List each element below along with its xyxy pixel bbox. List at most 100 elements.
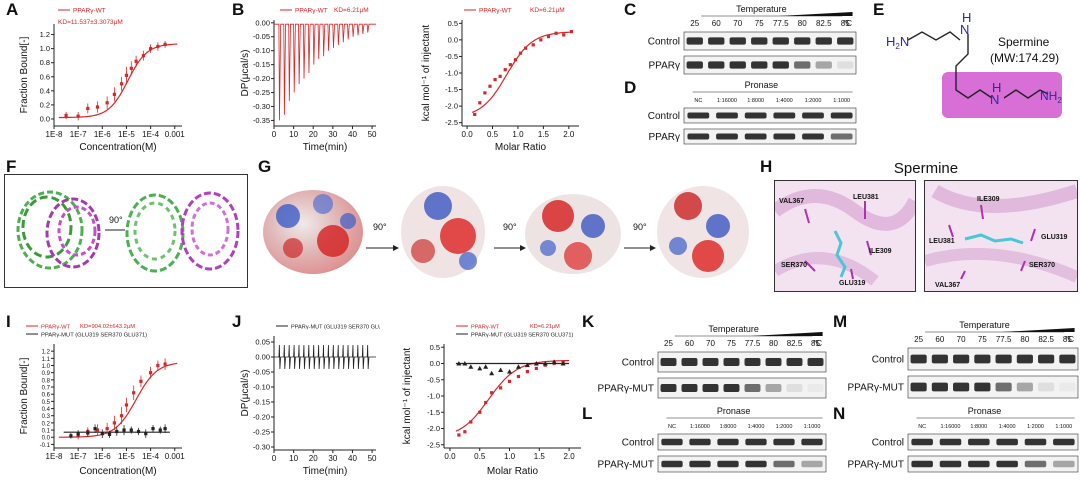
data-point — [490, 391, 494, 395]
data-point — [484, 400, 488, 405]
blot-row-label: PPARγ — [649, 132, 681, 143]
chart-b-itc-raw: 0 10 20 30 40 50 0.00 -0.05 -0.10 -0.15 -0.20 -0.25… — [240, 7, 377, 152]
blot-header: Temperature — [959, 320, 1010, 330]
x-tick-label: 1E-8 — [46, 130, 63, 139]
data-point — [95, 428, 100, 432]
data-point — [478, 410, 482, 414]
data-point — [483, 91, 487, 95]
blot-band — [1016, 354, 1033, 364]
lane-label: 1:4000 — [999, 424, 1016, 430]
chart-i-binding-curve: 1E-8 1E-7 1E-6 1E-5 1E-4 0.001-0.10.00.10.20.… — [19, 324, 185, 476]
rot-g3: 90° — [633, 222, 647, 232]
x-tick-label: 1.0 — [512, 130, 524, 139]
lane-label: 82.5 — [1038, 335, 1054, 344]
y-tick-label: 0.0 — [40, 114, 50, 123]
blot-band — [745, 438, 767, 446]
x-tick-label: 40 — [348, 130, 357, 139]
blot-band — [772, 37, 789, 45]
residue-l-1: LEU381 — [853, 194, 879, 201]
blot-band — [801, 460, 823, 468]
fit-curve — [455, 359, 570, 432]
blot-band — [802, 133, 824, 140]
x-tick-label: 0 — [272, 130, 277, 139]
blot-band — [996, 460, 1018, 468]
blot-band — [996, 438, 1018, 446]
data-point — [483, 364, 489, 369]
panel-f-ribbon-box: 90° — [4, 174, 248, 288]
lane-unit: °C — [1065, 335, 1074, 344]
blot-strip — [907, 347, 1079, 371]
data-point — [163, 427, 167, 431]
blot-band — [995, 354, 1012, 364]
data-point — [139, 379, 143, 383]
blot-band — [765, 384, 782, 392]
lane-label: 60 — [935, 335, 944, 344]
blot-band — [723, 358, 740, 366]
data-point — [489, 370, 495, 376]
blot-band — [953, 382, 970, 392]
y-tick-label: 0.5 — [42, 400, 51, 406]
blot-strip — [683, 31, 857, 51]
blot-strip — [907, 433, 1079, 451]
blot-band — [661, 460, 683, 468]
residue-r-3: SER370 — [1029, 262, 1055, 269]
blot-header: Pronase — [745, 80, 779, 90]
ribbon-view-2 — [125, 191, 240, 273]
lane-label: NC — [918, 424, 926, 430]
blot-band — [689, 438, 711, 446]
lane-label: 1:1000 — [1055, 424, 1072, 430]
blot-row-label: Control — [622, 438, 654, 449]
data-point — [158, 428, 162, 432]
blot-band — [786, 384, 803, 392]
y-tick-label: 0.8 — [40, 58, 50, 67]
fit-curve — [58, 362, 178, 438]
lane-label: 1:16000 — [717, 98, 737, 104]
x-tick-label: 1E-6 — [94, 452, 111, 461]
pocket-view-right: ILE309 LEU381 GLU319 SER370 VAL367 — [924, 180, 1078, 292]
blot-band — [1053, 460, 1075, 468]
y-tick-label: 0.0 — [430, 359, 440, 368]
blot-band — [1038, 354, 1055, 364]
y-axis-label: Fraction Bound[-] — [19, 36, 30, 113]
data-point — [513, 58, 518, 62]
x-tick-label: 20 — [309, 454, 318, 463]
pocket-right-drawing: ILE309 LEU381 GLU319 SER370 VAL367 — [925, 184, 1077, 289]
data-point — [462, 361, 468, 366]
rot-f: 90° — [109, 215, 123, 225]
y-tick-label: -1.0 — [427, 392, 440, 401]
data-point — [456, 361, 462, 366]
legend-label: PPARγ-MUT (GLU319 SER370 GLU371) — [471, 333, 574, 339]
data-point — [542, 361, 548, 366]
blot-band — [708, 37, 725, 45]
blot-band — [1059, 354, 1076, 364]
panel-label-e: E — [873, 0, 885, 19]
data-point — [163, 362, 167, 366]
blot-strip — [657, 377, 827, 399]
blot-k-thermal: Temperature 25 60 70 75 77.5 80 82.5 85 °C Control… — [596, 322, 828, 402]
data-point — [124, 403, 129, 407]
data-point — [134, 59, 138, 63]
data-point — [533, 361, 539, 366]
x-tick-label: 2.0 — [563, 130, 575, 139]
blot-strip — [907, 375, 1079, 399]
lane-label: 1:2000 — [1027, 424, 1044, 430]
data-point — [468, 364, 474, 369]
data-point — [129, 428, 133, 432]
data-point — [524, 362, 530, 368]
data-point — [69, 434, 73, 438]
y-tick-label: -1.0 — [445, 69, 458, 78]
lane-label: 1:8000 — [970, 424, 987, 430]
blot-band — [939, 460, 962, 468]
spermine-mw: (MW:174.29) — [990, 51, 1059, 65]
data-point — [516, 374, 521, 379]
x-tick-label: 50 — [368, 130, 377, 139]
blot-row-label: PPARγ-MUT — [598, 384, 654, 395]
lane-label: 1:1000 — [833, 98, 850, 104]
blot-m-thermal: Temperature 25 60 70 75 77.5 80 82.5 85 °C Control… — [846, 318, 1080, 402]
blot-row-label: Control — [872, 438, 904, 449]
data-point — [507, 369, 513, 374]
data-point — [149, 371, 153, 375]
data-point — [156, 363, 160, 368]
blot-band — [660, 358, 677, 366]
y-tick-label: -0.10 — [253, 46, 270, 55]
